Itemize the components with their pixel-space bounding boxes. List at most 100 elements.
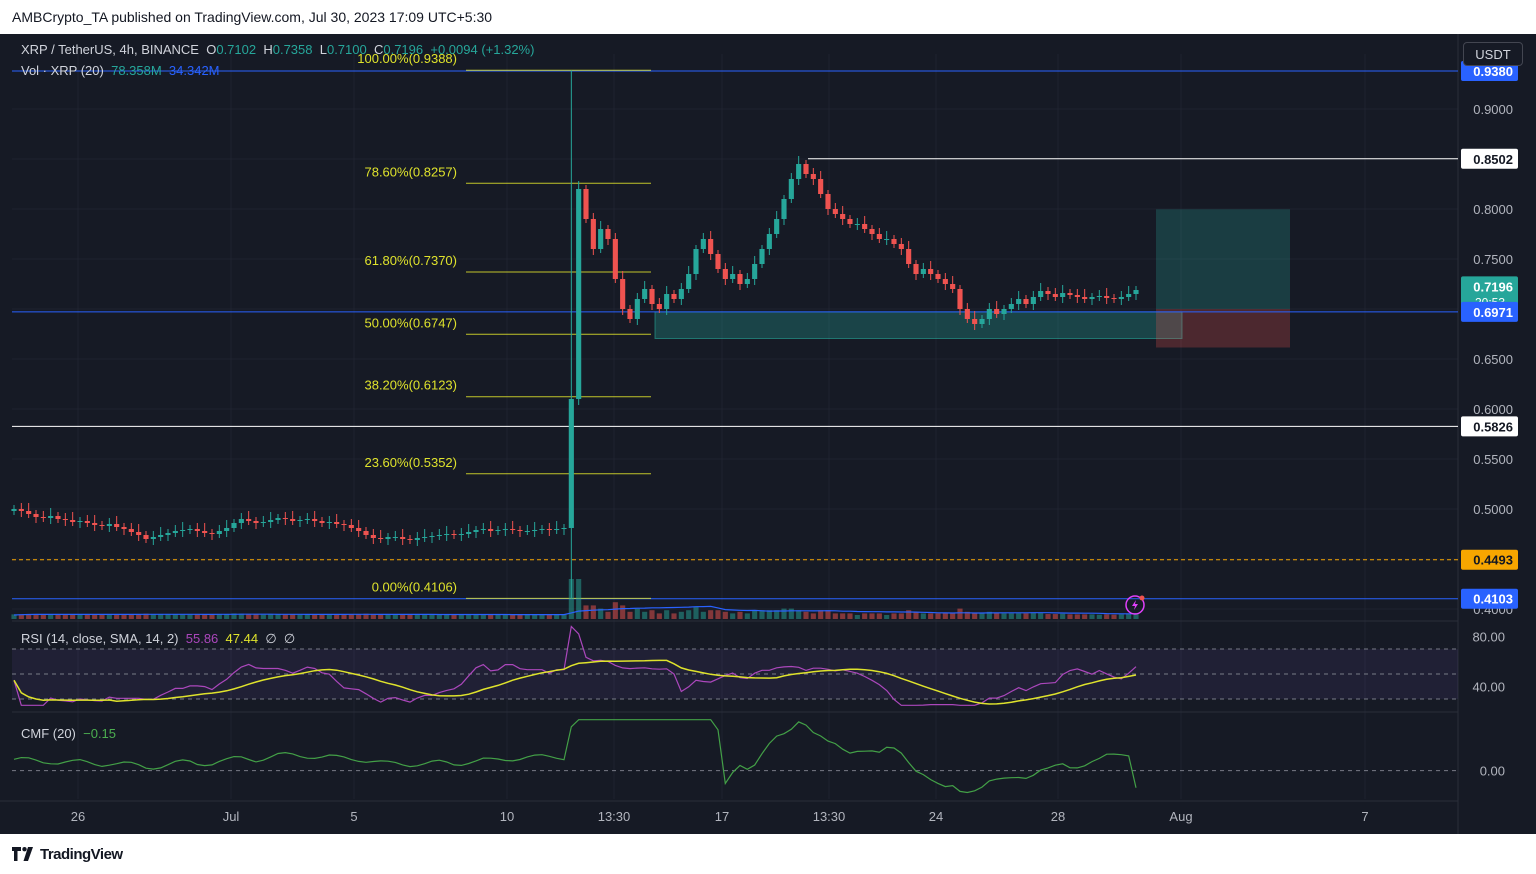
cmf-label[interactable]: CMF (20) bbox=[21, 726, 76, 741]
rsi-na-2: ∅ bbox=[283, 631, 296, 646]
chart-svg[interactable]: 100.00%(0.9388) 78.60%(0.8257) 61.80%(0.73… bbox=[0, 34, 1536, 834]
candle-body bbox=[656, 304, 662, 309]
price-label-bg bbox=[1461, 588, 1518, 609]
volume-bar bbox=[832, 613, 838, 619]
symbol-title[interactable]: XRP / TetherUS, 4h, BINANCE bbox=[21, 42, 199, 57]
candle-body bbox=[744, 279, 750, 284]
candle-body bbox=[1111, 298, 1117, 299]
volume-bar bbox=[825, 610, 831, 619]
volume-bar bbox=[378, 614, 384, 619]
candle-body bbox=[356, 528, 362, 531]
candle-body bbox=[510, 529, 516, 530]
candle-body bbox=[1038, 291, 1044, 297]
candle-body bbox=[11, 509, 17, 511]
time-axis[interactable]: 26 Jul 5 10 13:30 17 13:30 24 28 Aug 7 bbox=[71, 809, 1369, 824]
volume-bar bbox=[231, 613, 237, 619]
fib-level-label: 50.00%(0.6747) bbox=[364, 315, 457, 330]
candle-body bbox=[840, 214, 846, 219]
volume-bar bbox=[429, 614, 435, 619]
volume-bar bbox=[1008, 613, 1014, 619]
candle-body bbox=[187, 529, 193, 530]
volume-bar bbox=[348, 614, 354, 619]
fibonacci-retracement[interactable]: 100.00%(0.9388) 78.60%(0.8257) 61.80%(0.73… bbox=[357, 51, 651, 599]
rsi-label[interactable]: RSI (14, close, SMA, 14, 2) bbox=[21, 631, 179, 646]
price-tick-label: 0.6500 bbox=[1473, 352, 1513, 367]
volume-bar bbox=[840, 613, 846, 619]
price-axis[interactable]: 0.9000 0.8000 0.7500 0.6500 0.6000 0.5500 0.50… bbox=[1461, 61, 1518, 617]
candle-body bbox=[1133, 290, 1139, 294]
chart-area[interactable]: 100.00%(0.9388) 78.60%(0.8257) 61.80%(0.73… bbox=[0, 34, 1536, 834]
volume-bar bbox=[1016, 613, 1022, 619]
volume-bar bbox=[869, 613, 875, 619]
volume-bar bbox=[847, 613, 853, 619]
candle-body bbox=[1096, 296, 1102, 297]
candle-body bbox=[246, 519, 252, 521]
published-header: AMBCrypto_TA published on TradingView.co… bbox=[0, 0, 1536, 34]
candle-body bbox=[759, 249, 765, 264]
volume-bar bbox=[561, 614, 567, 619]
candle-body bbox=[862, 224, 868, 229]
candle-body bbox=[319, 521, 325, 523]
candle-body bbox=[957, 289, 963, 309]
candle-body bbox=[370, 535, 376, 538]
rsi-ma-value: 47.44 bbox=[225, 631, 259, 646]
volume-bar bbox=[99, 614, 105, 619]
misc bbox=[1125, 595, 1145, 615]
volume-bar bbox=[715, 610, 721, 619]
volume-bar bbox=[26, 614, 32, 619]
volume-bar bbox=[77, 614, 83, 619]
volume-bar bbox=[121, 614, 127, 619]
volume-bar bbox=[810, 613, 816, 619]
price-label-text: 0.6971 bbox=[1473, 305, 1513, 320]
candle-body bbox=[33, 514, 39, 517]
candle-body bbox=[253, 521, 259, 523]
volume-bar bbox=[128, 614, 134, 619]
volume-bar bbox=[458, 614, 464, 619]
candle-body bbox=[950, 284, 956, 289]
volume-bar bbox=[165, 614, 171, 619]
candle-body bbox=[686, 274, 692, 289]
volume-bar bbox=[1133, 613, 1139, 619]
candle-body bbox=[363, 531, 369, 535]
price-tick-label: 0.7500 bbox=[1473, 252, 1513, 267]
volume-bar bbox=[942, 613, 948, 619]
candle-body bbox=[290, 519, 296, 521]
volume-bar bbox=[334, 614, 340, 619]
candle-body bbox=[1045, 291, 1051, 294]
candle-body bbox=[436, 535, 442, 536]
volume-bar bbox=[664, 610, 670, 619]
open-value: 0.7102 bbox=[216, 42, 257, 57]
candle-body bbox=[576, 189, 582, 399]
candle-body bbox=[612, 239, 618, 279]
candle-body bbox=[642, 289, 648, 299]
candle-body bbox=[766, 234, 772, 249]
volume-label[interactable]: Vol · XRP (20) bbox=[21, 63, 104, 78]
demand-zone bbox=[654, 311, 1183, 339]
volume-bar bbox=[671, 613, 677, 619]
candle-body bbox=[451, 534, 457, 535]
volume-bar bbox=[187, 614, 193, 619]
candle-body bbox=[906, 249, 912, 264]
rsi-legend: RSI (14, close, SMA, 14, 2) 55.86 47.44 … bbox=[21, 631, 295, 647]
rsi-ma-line bbox=[13, 659, 1137, 705]
volume-bar bbox=[319, 614, 325, 619]
rsi-na-1: ∅ bbox=[265, 631, 277, 646]
candle-body bbox=[693, 249, 699, 274]
volume-bar bbox=[282, 614, 288, 619]
volume-bar bbox=[1023, 613, 1029, 619]
currency-button[interactable]: USDT bbox=[1463, 42, 1523, 66]
tradingview-brand[interactable]: TradingView bbox=[40, 845, 123, 863]
volume-bar bbox=[158, 614, 164, 619]
volume-bar bbox=[759, 610, 765, 619]
volume-bar bbox=[48, 614, 54, 619]
price-tick-label: 0.9000 bbox=[1473, 102, 1513, 117]
price-label-text: 0.5826 bbox=[1473, 419, 1513, 434]
candle-body bbox=[422, 537, 428, 538]
volume-bar bbox=[1060, 613, 1066, 619]
candle-body bbox=[730, 274, 736, 279]
candle-body bbox=[1074, 295, 1080, 297]
volume-bar bbox=[70, 614, 76, 619]
alert-icon-ring bbox=[1125, 595, 1145, 615]
candle-body bbox=[480, 529, 486, 530]
volume-bar bbox=[1067, 614, 1073, 619]
